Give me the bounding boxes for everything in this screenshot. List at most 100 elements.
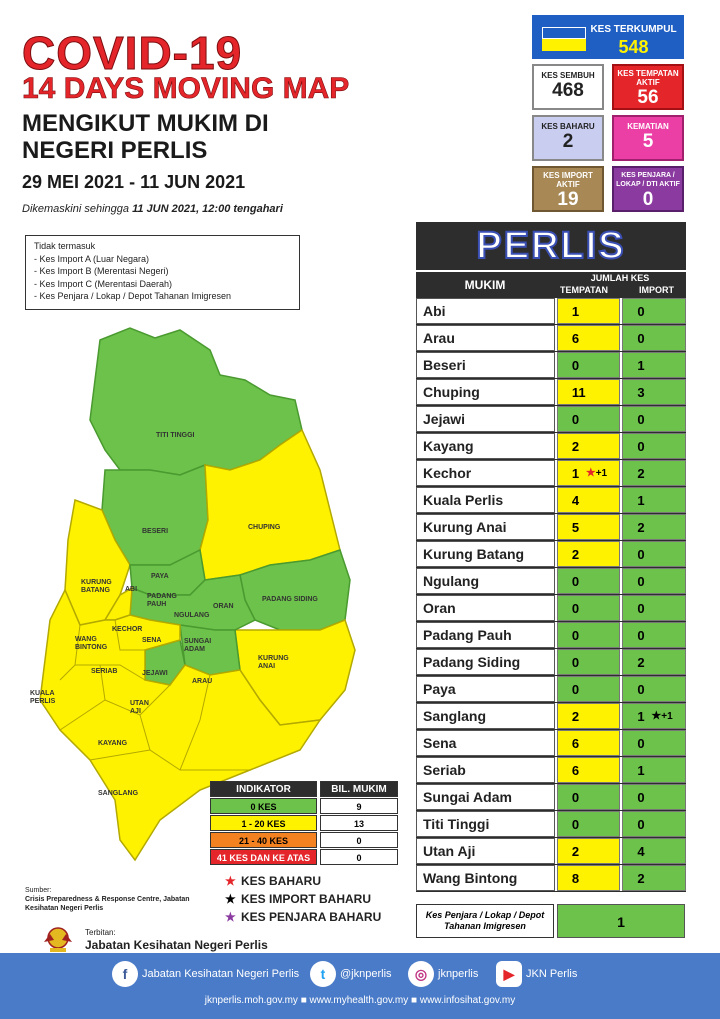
terbitan-label: Terbitan:	[85, 928, 116, 937]
import-cell: 1 ★+1	[622, 703, 686, 729]
map-label-seriab: SERIAB	[91, 668, 118, 675]
state-title: PERLIS	[475, 224, 626, 268]
import-cell: 3	[622, 379, 686, 405]
tempatan-cell: 11	[556, 379, 621, 405]
map-label-sena: SENA	[142, 637, 162, 644]
indicator-label: 0 KES	[210, 798, 317, 814]
legend-kes-import-baharu: ★ KES IMPORT BAHARU	[225, 890, 381, 908]
mukim-name: Ngulang	[416, 568, 555, 594]
import-value: 2	[637, 871, 645, 886]
map-label-oran: ORAN	[213, 603, 234, 610]
import-cell: 2	[622, 865, 686, 891]
import-value: 0	[637, 439, 645, 454]
twitter-link[interactable]: t @jknperlis	[310, 961, 392, 987]
stat-label: KEMATIAN	[627, 122, 669, 131]
facebook-label: Jabatan Kesihatan Negeri Perlis	[142, 968, 300, 980]
import-value: 0	[637, 736, 645, 751]
instagram-link[interactable]: ◎ jknperlis	[408, 961, 478, 987]
import-cell: 0	[622, 622, 686, 648]
import-value: 0	[637, 628, 645, 643]
import-value: 4	[637, 844, 645, 859]
import-value: 0	[637, 304, 645, 319]
import-value: 0	[637, 790, 645, 805]
map-label-kuala-perlis: KUALA PERLIS	[30, 690, 56, 705]
map-label-wang-bintong: WANG BINTONG	[75, 636, 108, 651]
black-star-icon: ★	[651, 710, 662, 722]
table-row: Kurung Batang 2 0	[416, 541, 686, 568]
mukim-name: Padang Siding	[416, 649, 555, 675]
col-import: IMPORT	[639, 285, 674, 295]
tempatan-cell: 5	[556, 514, 621, 540]
import-value: 1	[637, 763, 645, 778]
footer-links[interactable]: jknperlis.moh.gov.my ■ www.myhealth.gov.…	[204, 995, 516, 1006]
updated-prefix: Dikemaskini sehingga	[22, 203, 133, 215]
title-line3: MENGIKUT MUKIM DI	[22, 110, 269, 137]
map-region-west-south	[39, 588, 322, 862]
table-row: Titi Tinggi 0 0	[416, 811, 686, 838]
import-cell: 0	[622, 595, 686, 621]
tempatan-cell: 0	[556, 811, 621, 837]
indicator-label: 1 - 20 KES	[210, 815, 317, 831]
import-value: 1	[637, 709, 645, 724]
map-label-sungai-adam: SUNGAI ADAM	[184, 638, 212, 653]
table-header: MUKIM JUMLAH KES TEMPATAN IMPORT	[416, 272, 686, 298]
tempatan-value: 0	[571, 574, 580, 589]
indicator-row: 21 - 40 KES 0	[210, 832, 398, 848]
tempatan-value: 0	[571, 412, 580, 427]
tempatan-cell: 0	[556, 649, 621, 675]
map-label-chuping: CHUPING	[248, 524, 281, 531]
import-value: 2	[637, 655, 645, 670]
map-label-kurung-batang: KURUNG BATANG	[81, 579, 112, 594]
import-cell: 0	[622, 298, 686, 324]
map-label-jejawi: JEJAWI	[142, 670, 168, 677]
stat-label: KES SEMBUH	[541, 71, 595, 80]
tempatan-cell: 0	[556, 676, 621, 702]
import-value: 0	[637, 817, 645, 832]
source-text: Crisis Preparedness & Response Centre, J…	[25, 896, 190, 912]
stat-kes-import-aktif: KES IMPORT AKTIF 19	[532, 166, 604, 212]
exclusion-item: - Kes Penjara / Lokap / Depot Tahanan Im…	[34, 291, 231, 301]
import-cell: 2	[622, 460, 686, 486]
exclusion-item: - Kes Import B (Merentasi Negeri)	[34, 266, 169, 276]
crest-logo	[40, 924, 76, 954]
indicator-header: INDIKATOR BIL. MUKIM	[210, 781, 398, 797]
mukim-name: Sanglang	[416, 703, 555, 729]
mukim-name: Beseri	[416, 352, 555, 378]
mukim-name: Sungai Adam	[416, 784, 555, 810]
map-label-arau: ARAU	[192, 678, 213, 685]
tempatan-cell: 1	[556, 298, 621, 324]
import-cell: 2	[622, 649, 686, 675]
map-label-utan-aji: UTAN AJI	[130, 700, 149, 715]
import-cell: 0	[622, 541, 686, 567]
tempatan-value: 8	[571, 871, 580, 886]
table-row: Padang Siding 0 2	[416, 649, 686, 676]
map-label-titi-tinggi: TITI TINGGI	[156, 432, 195, 439]
title-line4: NEGERI PERLIS	[22, 137, 208, 164]
mukim-name: Arau	[416, 325, 555, 351]
tempatan-value: 0	[571, 655, 580, 670]
table-state-heading: PERLIS	[416, 222, 686, 270]
tempatan-value: 11	[571, 385, 586, 400]
import-value: 1	[637, 358, 645, 373]
tempatan-cell: 2	[556, 433, 621, 459]
tempatan-value: 6	[571, 736, 580, 751]
tempatan-cell: 2	[556, 541, 621, 567]
stat-kes-tempatan-aktif: KES TEMPATAN AKTIF 56	[612, 64, 684, 110]
mukim-name: Oran	[416, 595, 555, 621]
import-cell: 1	[622, 757, 686, 783]
import-cell: 0	[622, 811, 686, 837]
indicator-count: 9	[320, 798, 398, 814]
table-row: Beseri 0 1	[416, 352, 686, 379]
youtube-link[interactable]: ▶ JKN Perlis	[496, 961, 577, 987]
stat-value: 56	[637, 87, 659, 108]
mukim-name: Kuala Perlis	[416, 487, 555, 513]
stat-kes-sembuh: KES SEMBUH 468	[532, 64, 604, 110]
date-range: 29 MEI 2021 - 11 JUN 2021	[22, 172, 246, 192]
table-row: Kayang 2 0	[416, 433, 686, 460]
mukim-name: Kurung Anai	[416, 514, 555, 540]
facebook-link[interactable]: f Jabatan Kesihatan Negeri Perlis	[112, 961, 299, 987]
new-case-count: +1	[595, 468, 608, 479]
new-case-marker: ★+1	[651, 704, 672, 729]
stat-value: 19	[557, 189, 579, 210]
import-value: 0	[637, 547, 645, 562]
